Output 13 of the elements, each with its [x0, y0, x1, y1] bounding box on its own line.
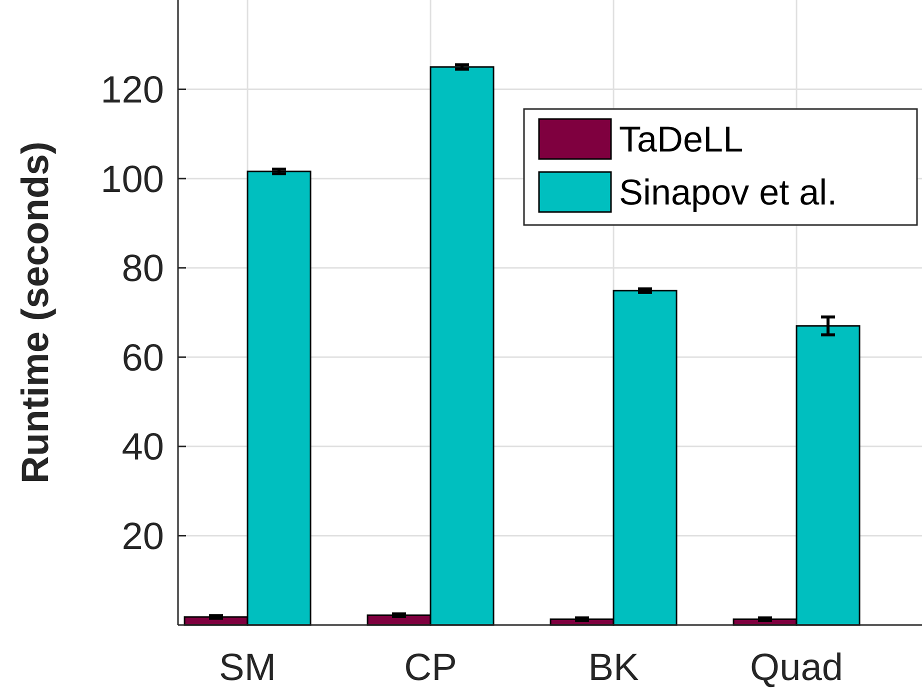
y-tick-label: 80: [122, 248, 164, 290]
y-axis-title: Runtime (seconds): [15, 141, 57, 484]
x-tick-label: SM: [219, 647, 276, 688]
y-tick-label: 100: [100, 158, 164, 201]
legend-label: Sinapov et al.: [619, 172, 838, 213]
x-tick-label: BK: [588, 647, 639, 688]
y-tick-label: 40: [122, 426, 164, 469]
legend-label: TaDeLL: [619, 118, 744, 160]
y-tick-label: 60: [122, 337, 164, 380]
y-tick-label: 120: [100, 70, 164, 112]
x-tick-label: Quad: [750, 647, 844, 688]
x-tick-label: CP: [404, 647, 457, 688]
y-tick-label: 20: [122, 516, 164, 558]
